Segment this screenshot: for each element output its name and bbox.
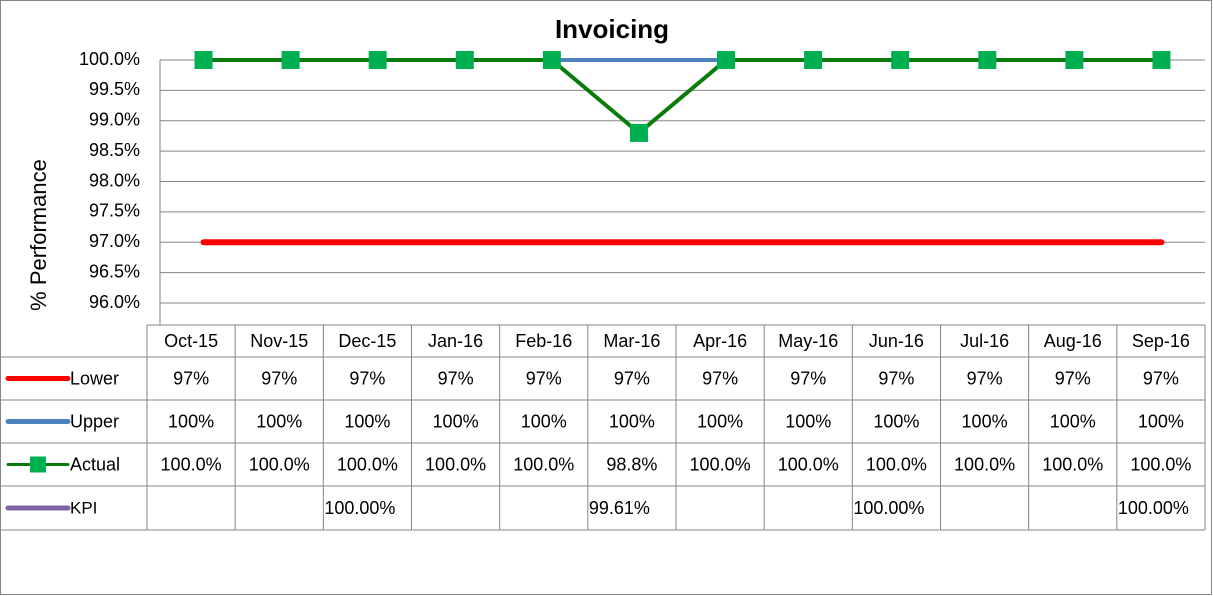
table-value: 97% [173,368,209,388]
series-marker [455,51,474,69]
table-value: 97% [614,368,650,388]
table-value: 97% [349,368,385,388]
x-tick-label: Mar-16 [603,331,660,351]
table-value: 100.0% [778,454,839,474]
table-value: 100.00% [1118,498,1189,518]
y-tick-label: 96.0% [89,292,140,312]
table-value: 97% [702,368,738,388]
table-value: 100% [609,411,655,431]
x-tick-label: May-16 [778,331,838,351]
series-line [201,58,1164,135]
legend-label: Lower [70,368,119,388]
table-value: 97% [526,368,562,388]
table-value: 100.0% [337,454,398,474]
x-tick-label: Jun-16 [869,331,924,351]
series-marker [194,51,213,69]
x-tick-label: Jul-16 [960,331,1009,351]
y-axis-title: % Performance [26,159,51,311]
table-value: 100% [433,411,479,431]
table-value: 100% [962,411,1008,431]
series-marker [629,123,648,142]
series-marker [1152,51,1171,69]
table-value: 97% [1143,368,1179,388]
series-marker [1065,51,1084,69]
series-marker [891,51,910,69]
table-value: 97% [967,368,1003,388]
table-value: 100.0% [1042,454,1103,474]
legend-label: KPI [70,498,97,517]
y-tick-label: 97.0% [89,231,140,251]
x-tick-label: Aug-16 [1044,331,1102,351]
legend-label: Upper [70,411,119,431]
series-marker [281,51,300,69]
table-value: 100% [1138,411,1184,431]
y-tick-label: 99.5% [89,79,140,99]
table-value: 100.0% [1130,454,1191,474]
x-tick-label: Jan-16 [428,331,483,351]
x-tick-label: Nov-15 [250,331,308,351]
legend-marker [30,456,46,473]
y-tick-label: 98.5% [89,140,140,160]
table-value: 100.0% [425,454,486,474]
table-value: 97% [790,368,826,388]
table-value: 97% [1055,368,1091,388]
table-value: 100.0% [513,454,574,474]
table-value: 100.0% [249,454,310,474]
table-value: 97% [438,368,474,388]
table-value: 100.0% [954,454,1015,474]
x-tick-label: Apr-16 [693,331,747,351]
x-tick-label: Dec-15 [338,331,396,351]
series-marker [717,51,736,69]
table-value: 100% [873,411,919,431]
series-marker [804,51,823,69]
table-value: 100% [1050,411,1096,431]
table-value: 100.0% [866,454,927,474]
table-value: 100% [697,411,743,431]
y-tick-label: 98.0% [89,170,140,190]
series-marker [542,51,561,69]
table-value: 100% [785,411,831,431]
series-marker [368,51,387,69]
x-tick-label: Feb-16 [515,331,572,351]
y-tick-label: 96.5% [89,261,140,281]
table-value: 97% [261,368,297,388]
table-value: 100% [168,411,214,431]
table-value: 100.0% [690,454,751,474]
table-value: 100% [521,411,567,431]
y-tick-label: 99.0% [89,110,140,130]
table-value: 98.8% [606,454,657,474]
y-tick-label: 97.5% [89,201,140,221]
table-value: 99.61% [589,498,650,518]
table-value: 100.0% [161,454,222,474]
series-marker [978,51,997,69]
legend-label: Actual [70,454,120,474]
x-tick-label: Oct-15 [164,331,218,351]
table-value: 100.00% [324,498,395,518]
table-value: 100% [344,411,390,431]
y-tick-label: 100.0% [79,49,140,69]
table-value: 100.00% [853,498,924,518]
table-value: 100% [256,411,302,431]
x-tick-label: Sep-16 [1132,331,1190,351]
table-value: 97% [878,368,914,388]
chart-title: Invoicing [555,14,669,44]
